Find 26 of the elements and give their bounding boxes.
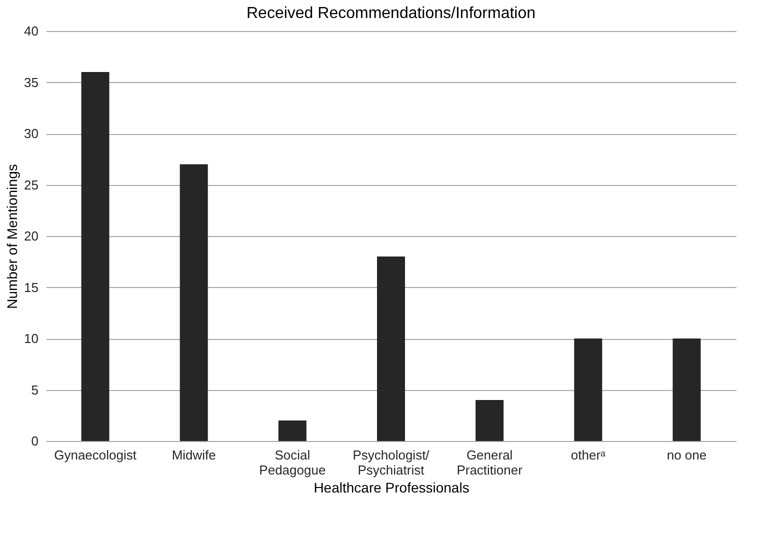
x-tick-label: otherᵃ	[570, 448, 606, 462]
y-tick-label: 20	[24, 228, 38, 244]
chart-title: Received Recommendations/Information	[246, 5, 536, 22]
y-tick-label: 30	[24, 126, 38, 141]
x-tick-label: General Practitioner	[456, 448, 524, 478]
bar	[377, 256, 405, 441]
bar	[476, 400, 504, 441]
y-tick-label: 0	[31, 434, 38, 448]
x-tick-label: Gynaecologist	[54, 448, 137, 462]
y-axis-title: Number of Mentionings	[4, 164, 20, 309]
x-axis-title: Healthcare Professionals	[314, 480, 470, 496]
bar	[81, 72, 110, 441]
bar	[180, 164, 208, 441]
y-tick-label: 15	[24, 280, 38, 295]
bar	[278, 420, 306, 441]
y-tick-label: 10	[24, 331, 38, 346]
bar	[672, 338, 701, 441]
bar	[574, 338, 602, 441]
y-tick-label: 35	[24, 74, 38, 90]
x-tick-label: Midwife	[172, 448, 216, 462]
y-tick-label: 40	[24, 24, 38, 38]
y-tick-label: 5	[31, 382, 38, 398]
x-tick-label: Social Pedagogue	[259, 448, 326, 478]
x-tick-label: no one	[666, 448, 707, 462]
y-tick-label: 25	[24, 177, 38, 192]
x-tick-label: Psychologist/ Psychiatrist	[352, 448, 430, 478]
